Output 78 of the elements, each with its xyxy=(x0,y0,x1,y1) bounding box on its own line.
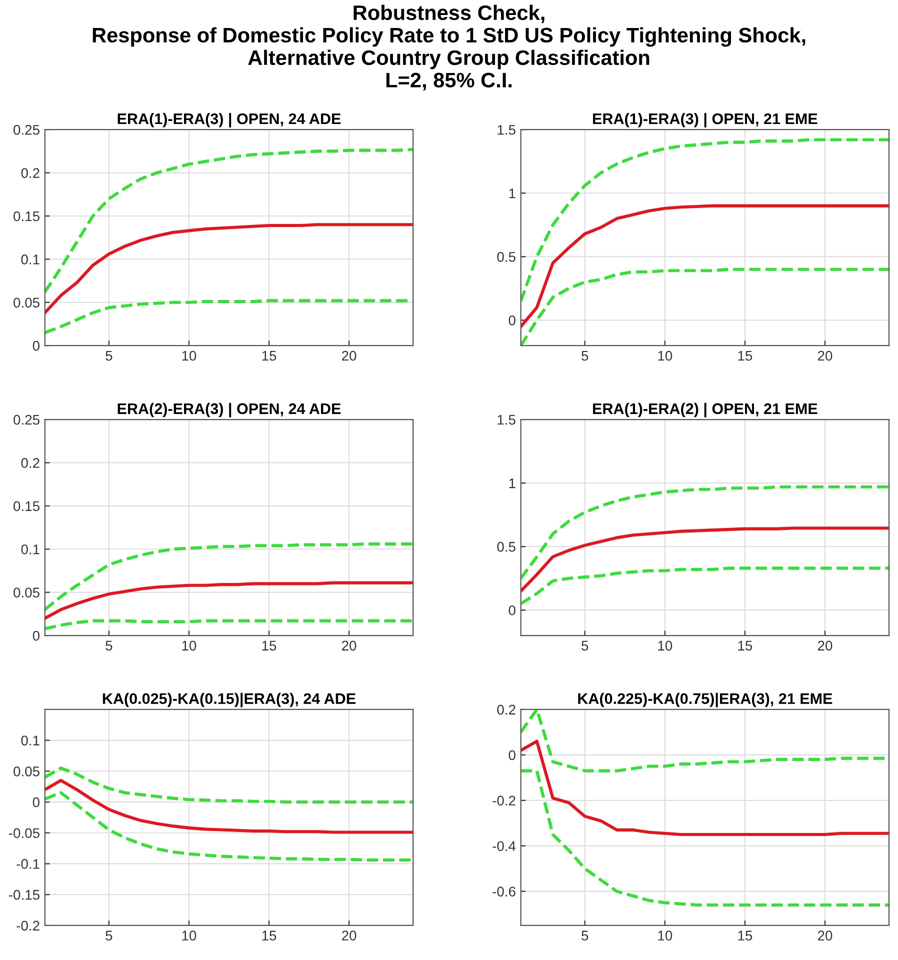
x-tick-label: 10 xyxy=(182,350,196,361)
x-tick-label: 20 xyxy=(342,640,356,651)
y-tick-label: 0.1 xyxy=(21,544,40,554)
chart-title: ERA(1)-ERA(3) | OPEN, 24 ADE xyxy=(118,112,341,128)
y-tick-label: 0 xyxy=(508,750,516,760)
y-tick-label: 0.1 xyxy=(21,254,40,264)
line-series xyxy=(44,542,414,612)
chart-title: KA(0.025)-KA(0.15)|ERA(3), 24 ADE xyxy=(102,692,356,708)
y-tick-label: 0.25 xyxy=(14,414,40,425)
x-tick-label: 5 xyxy=(582,350,588,361)
y-tick-label: -0.6 xyxy=(492,886,516,897)
y-tick-label: 0.05 xyxy=(14,298,40,308)
x-tick-label: 10 xyxy=(182,930,196,941)
x-tick-label: 15 xyxy=(262,640,276,651)
y-tick-label: 0 xyxy=(508,316,516,326)
line-series xyxy=(44,778,414,834)
y-tick-label: 0.5 xyxy=(497,252,516,262)
line-series xyxy=(520,740,890,836)
y-tick-label: -0.05 xyxy=(9,828,40,838)
x-tick-label: 5 xyxy=(582,930,588,941)
line-series xyxy=(44,581,414,620)
line-series xyxy=(520,204,890,328)
y-tick-label: 0.05 xyxy=(14,588,40,598)
line-series xyxy=(520,485,890,580)
y-tick-label: 1.5 xyxy=(498,414,516,425)
text: Robustness Check, Response of Domestic Policy Rate to 1 StD US Policy Tightening Shock, Alternative Country Group Classification L=2, 85% C.I. xyxy=(92,4,806,91)
y-tick-label: 1 xyxy=(509,478,516,488)
y-tick-label: -0.15 xyxy=(9,890,40,900)
y-tick-label: 0.2 xyxy=(21,458,40,468)
x-tick-label: 20 xyxy=(342,930,356,941)
x-tick-label: 10 xyxy=(658,640,672,651)
chart-title: ERA(2)-ERA(3) | OPEN, 24 ADE xyxy=(118,402,341,418)
y-tick-label: 0 xyxy=(32,630,40,641)
y-tick-label: 1.5 xyxy=(498,125,516,135)
y-tick-label: 0.1 xyxy=(21,736,40,746)
chart-title: ERA(1)-ERA(3) | OPEN, 21 EME xyxy=(593,112,818,128)
line-series xyxy=(520,138,890,303)
x-tick-label: 15 xyxy=(738,640,752,651)
x-tick-label: 15 xyxy=(262,350,276,361)
y-tick-label: -0.1 xyxy=(16,859,40,869)
line-series xyxy=(44,619,414,630)
x-tick-label: 5 xyxy=(106,930,112,941)
line-series xyxy=(44,148,414,294)
y-tick-label: 0.2 xyxy=(497,704,516,715)
line-series xyxy=(520,566,890,606)
y-tick-label: -0.2 xyxy=(492,796,516,806)
y-tick-label: 0 xyxy=(32,797,40,808)
line-series xyxy=(44,766,414,804)
x-tick-label: 10 xyxy=(658,350,672,361)
line-series xyxy=(520,769,890,907)
x-tick-label: 15 xyxy=(262,930,276,941)
y-tick-label: 0.2 xyxy=(21,168,40,178)
line-series xyxy=(520,526,890,593)
y-tick-label: 0.05 xyxy=(14,766,40,776)
line-series xyxy=(44,791,414,862)
y-tick-label: 0.15 xyxy=(14,211,40,222)
x-tick-label: 15 xyxy=(738,350,752,361)
x-tick-label: 15 xyxy=(738,930,752,941)
y-tick-label: 0.5 xyxy=(497,542,516,552)
x-tick-label: 5 xyxy=(582,640,588,651)
chart-title: KA(0.225)-KA(0.75)|ERA(3), 21 EME xyxy=(578,692,832,708)
x-tick-label: 10 xyxy=(182,640,196,651)
x-tick-label: 5 xyxy=(106,640,112,651)
x-tick-label: 5 xyxy=(106,350,112,361)
x-tick-label: 20 xyxy=(818,350,832,361)
x-tick-label: 20 xyxy=(342,350,356,361)
x-tick-label: 20 xyxy=(818,930,832,941)
line-series xyxy=(44,223,414,314)
y-tick-label: 0 xyxy=(508,605,516,616)
y-tick-label: 0.25 xyxy=(14,124,40,135)
y-tick-label: 0.15 xyxy=(14,501,40,512)
chart-title: ERA(1)-ERA(2) | OPEN, 21 EME xyxy=(593,402,818,418)
y-tick-label: 1 xyxy=(509,188,516,198)
x-tick-label: 10 xyxy=(658,930,672,941)
y-tick-label: -0.4 xyxy=(492,841,516,852)
y-tick-label: 0 xyxy=(32,340,40,351)
x-tick-label: 20 xyxy=(818,640,832,651)
y-tick-label: -0.2 xyxy=(16,920,40,931)
